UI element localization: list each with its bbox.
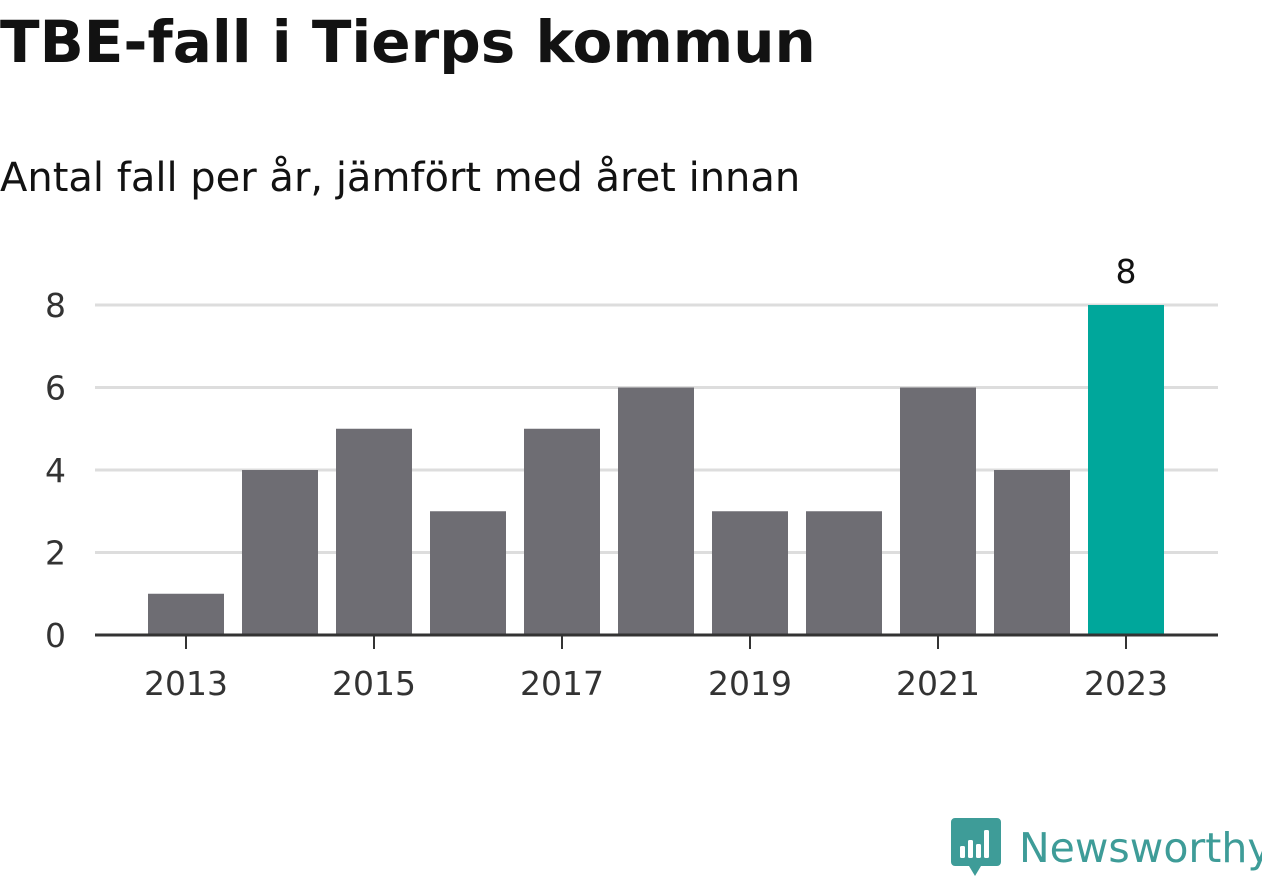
bar-2018 bbox=[618, 387, 694, 635]
chart-title: TBE-fall i Tierps kommun bbox=[0, 8, 816, 76]
newsworthy-logo: Newsworthy bbox=[951, 818, 1262, 878]
bar-2013 bbox=[148, 593, 224, 635]
x-tick-label: 2015 bbox=[332, 664, 416, 703]
x-tick-label: 2023 bbox=[1084, 664, 1168, 703]
x-tick-label: 2017 bbox=[520, 664, 604, 703]
bar-2019 bbox=[712, 511, 788, 635]
y-tick-label: 4 bbox=[45, 451, 66, 490]
bar-2021 bbox=[900, 387, 976, 635]
bar-2017 bbox=[524, 428, 600, 635]
bars bbox=[148, 305, 1164, 635]
x-axis: 2013 2015 2017 2019 2021 2023 bbox=[95, 633, 1218, 703]
brand-name: Newsworthy bbox=[1019, 824, 1262, 872]
bar-2023 bbox=[1088, 305, 1164, 635]
chart-subtitle: Antal fall per år, jämfört med året inna… bbox=[0, 155, 801, 201]
y-axis-ticks: 0 2 4 6 8 bbox=[45, 286, 66, 655]
bar-2015 bbox=[336, 428, 412, 635]
bar-2014 bbox=[242, 470, 318, 635]
bar-chart-badge-icon bbox=[951, 818, 1001, 876]
x-tick-label: 2013 bbox=[144, 664, 228, 703]
y-tick-label: 6 bbox=[45, 369, 66, 408]
bar-2016 bbox=[430, 511, 506, 635]
bar-2020 bbox=[806, 511, 882, 635]
y-tick-label: 2 bbox=[45, 534, 66, 573]
value-labels: 8 bbox=[1116, 252, 1137, 291]
x-tick-label: 2019 bbox=[708, 664, 792, 703]
bar-2022 bbox=[994, 470, 1070, 635]
y-tick-label: 0 bbox=[45, 616, 66, 655]
y-tick-label: 8 bbox=[45, 286, 66, 325]
x-tick-label: 2021 bbox=[896, 664, 980, 703]
bar-value-label: 8 bbox=[1116, 252, 1137, 291]
